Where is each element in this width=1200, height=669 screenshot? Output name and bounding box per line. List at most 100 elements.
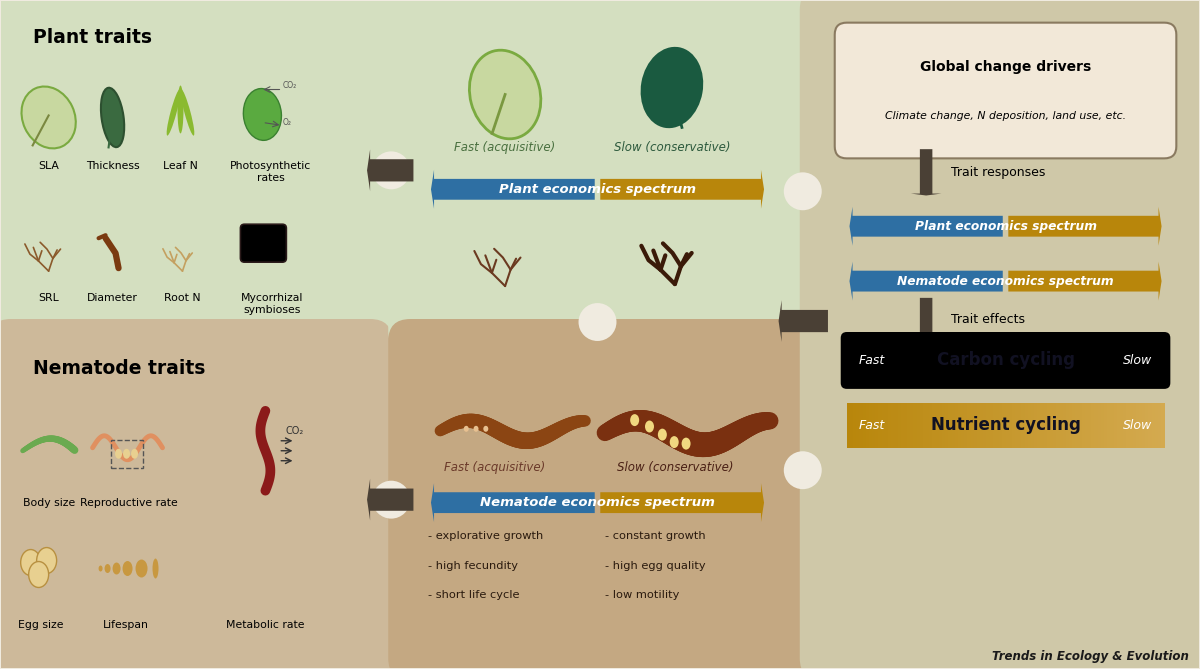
Bar — [948, 338, 953, 383]
Bar — [1009, 403, 1013, 448]
Ellipse shape — [37, 547, 56, 573]
Bar — [1073, 403, 1076, 448]
Bar — [1037, 338, 1042, 383]
Bar — [977, 403, 982, 448]
Bar — [1037, 403, 1042, 448]
Text: Slow (conservative): Slow (conservative) — [617, 461, 733, 474]
Text: Reproductive rate: Reproductive rate — [79, 498, 178, 508]
Bar — [894, 338, 899, 383]
Bar — [923, 338, 928, 383]
Bar — [1021, 403, 1026, 448]
Bar — [1056, 338, 1061, 383]
Bar — [1002, 338, 1007, 383]
Bar — [990, 403, 994, 448]
Bar — [1154, 338, 1159, 383]
Bar — [1104, 403, 1108, 448]
Bar — [1069, 403, 1073, 448]
Bar — [967, 403, 972, 448]
Bar — [911, 338, 914, 383]
Bar — [1091, 403, 1096, 448]
Ellipse shape — [469, 50, 541, 138]
Text: Ecosystem functions: Ecosystem functions — [896, 27, 1115, 47]
Text: Nematode economics spectrum: Nematode economics spectrum — [898, 274, 1114, 288]
Text: - explorative growth: - explorative growth — [428, 531, 544, 541]
Bar — [1046, 338, 1051, 383]
Bar — [863, 338, 866, 383]
Bar — [946, 338, 949, 383]
Bar — [996, 338, 1000, 383]
Bar — [1040, 338, 1045, 383]
Text: CO₂: CO₂ — [286, 425, 304, 436]
Bar — [865, 338, 870, 383]
Bar — [1145, 403, 1150, 448]
Bar — [898, 338, 901, 383]
Text: Trait effects: Trait effects — [952, 312, 1025, 326]
Bar — [1110, 403, 1115, 448]
Bar — [946, 403, 949, 448]
Text: Slow: Slow — [1123, 354, 1152, 367]
Bar — [1012, 338, 1016, 383]
Bar — [857, 403, 860, 448]
Bar — [1066, 403, 1070, 448]
Bar — [1054, 338, 1057, 383]
Bar — [1148, 403, 1153, 448]
Ellipse shape — [167, 90, 180, 136]
Bar — [913, 338, 918, 383]
Bar — [971, 338, 974, 383]
Bar — [865, 403, 870, 448]
Bar — [1098, 403, 1102, 448]
Bar — [1040, 403, 1045, 448]
Bar — [1063, 338, 1067, 383]
Bar — [996, 403, 1000, 448]
Bar — [1012, 403, 1016, 448]
Bar — [1142, 338, 1146, 383]
Bar — [850, 338, 854, 383]
Bar — [1073, 338, 1076, 383]
Text: Nematode traits: Nematode traits — [32, 359, 205, 378]
Bar — [872, 338, 876, 383]
Text: Thickness: Thickness — [85, 161, 139, 171]
Text: - low motility: - low motility — [605, 591, 679, 601]
Ellipse shape — [152, 559, 158, 579]
Text: Fast: Fast — [859, 354, 884, 367]
Bar — [1088, 338, 1092, 383]
Bar — [1117, 338, 1121, 383]
Text: Egg size: Egg size — [18, 620, 64, 630]
Text: Root N: Root N — [164, 293, 200, 303]
Bar — [1133, 403, 1136, 448]
Bar — [869, 338, 874, 383]
Text: Slow (conservative): Slow (conservative) — [613, 141, 730, 155]
Bar — [938, 403, 943, 448]
Bar — [875, 338, 880, 383]
Bar — [1154, 403, 1159, 448]
Ellipse shape — [474, 425, 479, 432]
Bar — [1133, 338, 1136, 383]
Text: Plant economics spectrum: Plant economics spectrum — [499, 183, 696, 196]
Bar — [884, 403, 889, 448]
Text: SRL: SRL — [38, 293, 59, 303]
Bar — [1050, 338, 1054, 383]
Bar — [973, 403, 978, 448]
Bar — [857, 338, 860, 383]
Bar — [847, 338, 851, 383]
Ellipse shape — [578, 331, 617, 369]
Bar — [923, 403, 928, 448]
Ellipse shape — [178, 86, 184, 133]
Bar — [1088, 403, 1092, 448]
Bar — [878, 338, 883, 383]
Bar — [859, 338, 864, 383]
Ellipse shape — [20, 549, 41, 575]
Bar — [1027, 338, 1032, 383]
Ellipse shape — [785, 481, 823, 518]
Bar — [1110, 338, 1115, 383]
Ellipse shape — [98, 565, 102, 571]
Bar — [1060, 403, 1063, 448]
Bar — [936, 338, 940, 383]
Ellipse shape — [372, 481, 410, 518]
Bar — [929, 403, 934, 448]
Text: Trends in Ecology & Evolution: Trends in Ecology & Evolution — [992, 650, 1189, 664]
Bar — [1031, 338, 1036, 383]
Bar — [1075, 403, 1080, 448]
Ellipse shape — [262, 227, 277, 249]
Text: Trait responses: Trait responses — [952, 166, 1045, 179]
